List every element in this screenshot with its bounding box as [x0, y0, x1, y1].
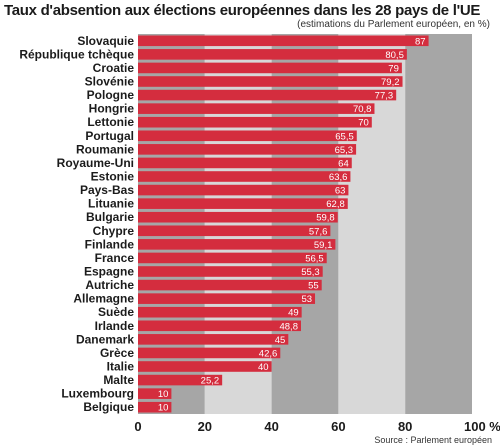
category-label: Luxembourg	[61, 387, 134, 401]
bar	[138, 62, 402, 74]
category-label: Royaume-Uni	[57, 156, 134, 170]
bar	[138, 171, 351, 182]
bar	[138, 320, 301, 332]
bar	[138, 361, 272, 372]
category-label: Portugal	[85, 129, 134, 143]
value-label: 42,6	[259, 348, 278, 359]
bar	[138, 252, 327, 264]
bar	[138, 198, 348, 209]
value-label: 57,6	[309, 226, 328, 237]
category-label: Bulgarie	[86, 210, 134, 224]
category-label: Slovaquie	[77, 34, 134, 48]
x-tick-label: 80	[398, 419, 412, 434]
category-label: Slovénie	[85, 75, 135, 89]
category-label: France	[95, 251, 135, 265]
bar	[138, 306, 302, 318]
bar	[138, 334, 289, 345]
category-label: Irlande	[95, 319, 135, 333]
bar	[138, 184, 349, 196]
value-label: 87	[415, 36, 426, 47]
category-label: Danemark	[76, 332, 134, 346]
bar	[138, 239, 336, 250]
bar	[138, 279, 322, 291]
value-label: 56,5	[305, 253, 324, 264]
value-label: 63	[335, 186, 346, 197]
bar	[138, 293, 316, 304]
category-label: Pologne	[87, 88, 135, 102]
value-label: 49	[288, 308, 299, 319]
bar	[138, 103, 375, 114]
bar	[138, 49, 407, 60]
category-label: Lettonie	[87, 115, 134, 129]
value-label: 79,2	[381, 77, 400, 88]
category-label: Roumanie	[76, 142, 134, 156]
x-tick-label: 60	[331, 419, 345, 434]
category-label: Estonie	[91, 170, 135, 184]
category-label: Belgique	[83, 400, 134, 414]
value-label: 48,8	[279, 321, 298, 332]
value-label: 10	[158, 403, 169, 414]
background-band	[405, 34, 472, 414]
bar	[138, 347, 281, 359]
x-tick-label: 20	[198, 419, 212, 434]
category-label: Lituanie	[88, 197, 134, 211]
value-label: 77,3	[375, 91, 394, 102]
value-label: 53	[301, 294, 312, 305]
category-label: Grèce	[100, 346, 134, 360]
value-label: 40	[258, 362, 269, 373]
value-label: 63,6	[329, 172, 348, 183]
chart-source: Source : Parlement européen	[374, 435, 492, 445]
bar	[138, 89, 397, 101]
value-label: 80,5	[385, 50, 404, 61]
value-label: 10	[158, 389, 169, 400]
category-label: Italie	[107, 360, 135, 374]
value-label: 45	[275, 335, 286, 346]
bar	[138, 225, 331, 237]
category-label: Hongrie	[89, 102, 135, 116]
value-label: 64	[338, 158, 349, 169]
category-label: Allemagne	[73, 292, 134, 306]
value-label: 59,1	[314, 240, 333, 251]
bar	[138, 211, 338, 223]
category-label: République tchèque	[19, 47, 134, 61]
bar	[138, 266, 323, 277]
category-label: Finlande	[85, 237, 135, 251]
value-label: 62,8	[326, 199, 345, 210]
category-label: Croatie	[93, 61, 135, 75]
value-label: 25,2	[201, 376, 220, 387]
value-label: 79	[388, 63, 399, 74]
category-label: Pays-Bas	[80, 183, 134, 197]
bar	[138, 401, 172, 413]
value-label: 55	[308, 281, 319, 292]
value-label: 70	[358, 118, 369, 129]
category-label: Suède	[98, 305, 134, 319]
bar	[138, 144, 357, 155]
category-label: Espagne	[84, 265, 134, 279]
value-label: 59,8	[316, 213, 335, 224]
chart-title: Taux d'absention aux élections européenn…	[4, 2, 481, 19]
x-tick-label: 0	[134, 419, 141, 434]
chart-subtitle: (estimations du Parlement européen, en %…	[297, 19, 490, 30]
category-label: Chypre	[93, 224, 135, 238]
x-tick-label: 40	[264, 419, 278, 434]
bar	[138, 388, 172, 399]
bar	[138, 374, 223, 386]
category-label: Malte	[103, 373, 134, 387]
category-label: Autriche	[85, 278, 134, 292]
value-label: 55,3	[301, 267, 320, 278]
bar	[138, 116, 372, 128]
bar	[138, 157, 352, 169]
bar	[138, 76, 403, 87]
value-label: 65,3	[335, 145, 354, 156]
bar	[138, 130, 357, 142]
bar	[138, 35, 429, 47]
x-tick-label: 100 %	[464, 419, 500, 434]
value-label: 70,8	[353, 104, 372, 115]
value-label: 65,5	[335, 131, 354, 142]
